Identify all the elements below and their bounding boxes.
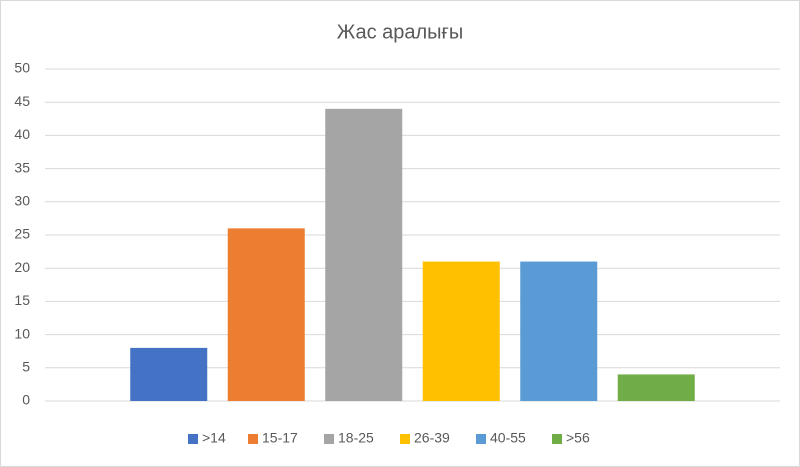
y-tick-label: 10 [14,325,30,341]
legend-label: >56 [566,430,590,446]
bar [325,108,403,401]
y-tick-label: 20 [14,259,30,275]
legend-swatch [552,434,562,444]
legend-swatch [248,434,258,444]
bar [422,261,500,401]
bar [617,374,695,401]
legend-label: 26-39 [414,430,450,446]
y-tick-label: 25 [14,226,30,242]
legend-swatch [476,434,486,444]
legend-label: 18-25 [338,430,374,446]
y-tick-label: 50 [14,60,30,76]
y-tick-label: 45 [14,93,30,109]
y-tick-label: 40 [14,126,30,142]
bar [227,228,305,401]
y-tick-label: 30 [14,193,30,209]
y-tick-label: 15 [14,292,30,308]
bar [520,261,598,401]
legend-label: 40-55 [490,430,526,446]
legend-swatch [400,434,410,444]
y-tick-label: 5 [22,359,30,375]
legend-label: >14 [202,430,226,446]
legend-label: 15-17 [262,430,298,446]
y-tick-label: 0 [22,392,30,408]
y-tick-label: 35 [14,159,30,175]
legend-swatch [188,434,198,444]
legend-swatch [324,434,334,444]
bar [130,347,208,401]
chart-title: Жас аралығы [337,21,463,43]
